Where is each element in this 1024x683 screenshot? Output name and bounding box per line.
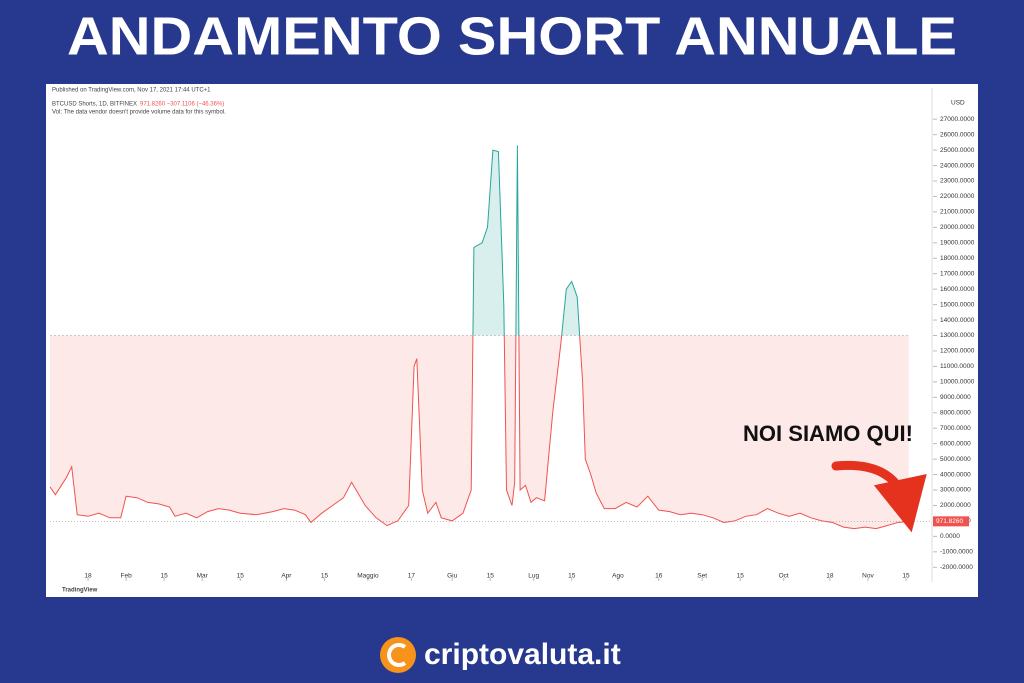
- x-tick-label: Lug: [528, 573, 539, 580]
- last-price-label: 971.8260: [936, 518, 963, 525]
- y-tick-label: 18000.0000: [940, 255, 975, 262]
- y-tick-label: 27000.0000: [940, 116, 975, 123]
- y-tick-label: 2000.0000: [940, 502, 971, 509]
- x-tick-label: 15: [237, 573, 245, 580]
- y-tick-label: 4000.0000: [940, 471, 971, 478]
- y-tick-label: -2000.0000: [940, 564, 973, 571]
- x-tick-label: Mar: [197, 573, 209, 580]
- x-tick-label: 17: [408, 573, 416, 580]
- x-tick-label: Maggio: [357, 573, 379, 580]
- y-tick-label: 13000.0000: [940, 332, 975, 339]
- y-tick-label: 0.0000: [940, 533, 960, 540]
- currency: USD: [951, 100, 965, 107]
- x-tick-label: Giu: [447, 573, 458, 580]
- logo-icon: [380, 637, 416, 673]
- x-tick-label: 15: [568, 573, 576, 580]
- y-tick-label: 15000.0000: [940, 301, 975, 308]
- x-tick-label: Ago: [612, 573, 624, 580]
- price-change: 971.8260 −307.1106 (−46.36%): [140, 102, 224, 108]
- y-tick-label: 17000.0000: [940, 270, 975, 277]
- y-tick-label: 16000.0000: [940, 286, 975, 293]
- y-tick-label: 19000.0000: [940, 240, 975, 247]
- brand: criptovaluta.it: [424, 638, 621, 671]
- x-tick-label: Oct: [779, 573, 789, 580]
- y-tick-label: 12000.0000: [940, 348, 975, 355]
- y-tick-label: 25000.0000: [940, 147, 975, 154]
- volume-note: Vol: The data vendor doesn't provide vol…: [52, 110, 226, 116]
- plot: -2000.0000-1000.00000.00001000.00002000.…: [49, 88, 975, 582]
- y-tick-label: 22000.0000: [940, 193, 975, 200]
- y-tick-label: 10000.0000: [940, 379, 975, 386]
- chart-panel: [46, 84, 978, 597]
- x-tick-label: 18: [84, 573, 92, 580]
- x-tick-label: Nov: [862, 573, 874, 580]
- y-tick-label: 7000.0000: [940, 425, 971, 432]
- x-tick-label: 15: [161, 573, 169, 580]
- line-below: [49, 335, 909, 530]
- y-tick-label: 5000.0000: [940, 456, 971, 463]
- y-tick-label: 24000.0000: [940, 162, 975, 169]
- y-tick-label: 8000.0000: [940, 409, 971, 416]
- y-tick-label: 6000.0000: [940, 440, 971, 447]
- x-tick-label: 16: [655, 573, 663, 580]
- logo-mark: [387, 643, 407, 667]
- x-tick-label: 15: [902, 573, 910, 580]
- line-above: [472, 145, 581, 336]
- y-tick-label: 14000.0000: [940, 317, 975, 324]
- last-price-box: [933, 516, 969, 527]
- x-tick-label: 15: [487, 573, 495, 580]
- x-tick-label: Apr: [281, 573, 292, 580]
- y-tick-label: 26000.0000: [940, 131, 975, 138]
- area-below: [50, 335, 909, 529]
- y-tick-label: 23000.0000: [940, 178, 975, 185]
- x-tick-label: 18: [826, 573, 834, 580]
- y-tick-label: -1000.0000: [940, 549, 973, 556]
- published: Published on TradingView.com, Nov 17, 20…: [52, 88, 211, 94]
- x-tick-label: Set: [697, 573, 707, 580]
- y-tick-label: 3000.0000: [940, 487, 971, 494]
- page-title: ANDAMENTO SHORT ANNUALE: [67, 6, 957, 66]
- annotation: NOI SIAMO QUI!: [743, 421, 913, 446]
- x-tick-label: 15: [321, 573, 329, 580]
- y-tick-label: 21000.0000: [940, 209, 975, 216]
- y-tick-label: 11000.0000: [940, 363, 974, 370]
- x-tick-label: Feb: [120, 573, 132, 580]
- y-tick-label: 20000.0000: [940, 224, 975, 231]
- x-tick-label: 15: [737, 573, 745, 580]
- symbol: BTCUSD Shorts, 1D, BITFINEX: [52, 102, 137, 108]
- source: TradingView: [62, 588, 98, 594]
- area-above: [50, 145, 909, 336]
- y-tick-label: 9000.0000: [940, 394, 971, 401]
- annotation-arrow: [831, 460, 927, 533]
